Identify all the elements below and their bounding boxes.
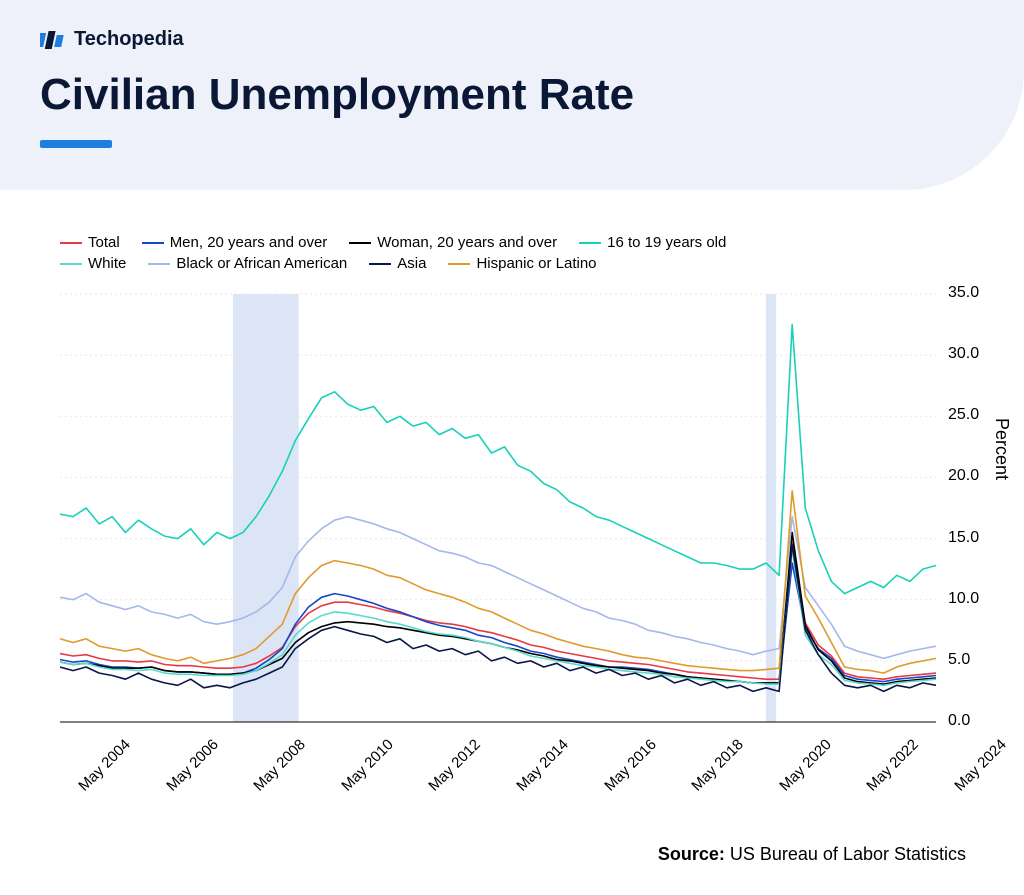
y-tick-label: 15.0	[948, 529, 979, 547]
legend-label: Asia	[397, 255, 426, 272]
legend-swatch	[579, 242, 601, 244]
x-tick-label: May 2004	[75, 736, 134, 795]
source-text: US Bureau of Labor Statistics	[730, 844, 966, 864]
x-tick-label: May 2006	[163, 736, 222, 795]
page-title: Civilian Unemployment Rate	[40, 70, 634, 120]
legend-label: Black or African American	[176, 255, 347, 272]
legend-label: Total	[88, 234, 120, 251]
brand-name: Techopedia	[74, 28, 184, 51]
legend-item: Hispanic or Latino	[448, 255, 596, 272]
y-tick-label: 20.0	[948, 467, 979, 485]
x-tick-label: May 2008	[250, 736, 309, 795]
legend-label: 16 to 19 years old	[607, 234, 726, 251]
x-tick-label: May 2014	[513, 736, 572, 795]
legend-swatch	[60, 242, 82, 244]
x-tick-label: May 2010	[338, 736, 397, 795]
chart-area	[60, 288, 940, 728]
legend-item: Asia	[369, 255, 426, 272]
x-tick-label: May 2024	[951, 736, 1010, 795]
legend-swatch	[142, 242, 164, 244]
legend-item: 16 to 19 years old	[579, 234, 726, 251]
legend-swatch	[448, 263, 470, 265]
x-tick-label: May 2016	[601, 736, 660, 795]
series-line	[60, 533, 936, 685]
legend-item: Woman, 20 years and over	[349, 234, 557, 251]
y-tick-label: 10.0	[948, 590, 979, 608]
legend-item: Black or African American	[148, 255, 347, 272]
chart-legend: Total Men, 20 years and over Woman, 20 yea…	[60, 234, 726, 276]
legend-label: Men, 20 years and over	[170, 234, 328, 251]
legend-swatch	[60, 263, 82, 265]
legend-swatch	[369, 263, 391, 265]
techopedia-logo-icon	[40, 29, 66, 51]
y-tick-label: 35.0	[948, 284, 979, 302]
source-attribution: Source: US Bureau of Labor Statistics	[658, 844, 966, 865]
legend-swatch	[148, 263, 170, 265]
brand-logo: Techopedia	[40, 28, 184, 51]
x-tick-label: May 2012	[426, 736, 485, 795]
x-tick-label: May 2020	[776, 736, 835, 795]
y-tick-label: 25.0	[948, 406, 979, 424]
legend-item: Total	[60, 234, 120, 251]
legend-label: Woman, 20 years and over	[377, 234, 557, 251]
legend-label: Hispanic or Latino	[476, 255, 596, 272]
line-chart	[60, 288, 940, 728]
legend-label: White	[88, 255, 126, 272]
y-tick-label: 30.0	[948, 345, 979, 363]
y-axis-title: Percent	[991, 418, 1012, 480]
x-tick-label: May 2018	[688, 736, 747, 795]
legend-item: White	[60, 255, 126, 272]
title-underline	[40, 140, 112, 148]
legend-swatch	[349, 242, 371, 244]
x-tick-label: May 2022	[864, 736, 923, 795]
legend-item: Men, 20 years and over	[142, 234, 328, 251]
series-line	[60, 325, 936, 594]
y-tick-label: 5.0	[948, 651, 970, 669]
y-tick-label: 0.0	[948, 712, 970, 730]
source-label: Source:	[658, 844, 725, 864]
